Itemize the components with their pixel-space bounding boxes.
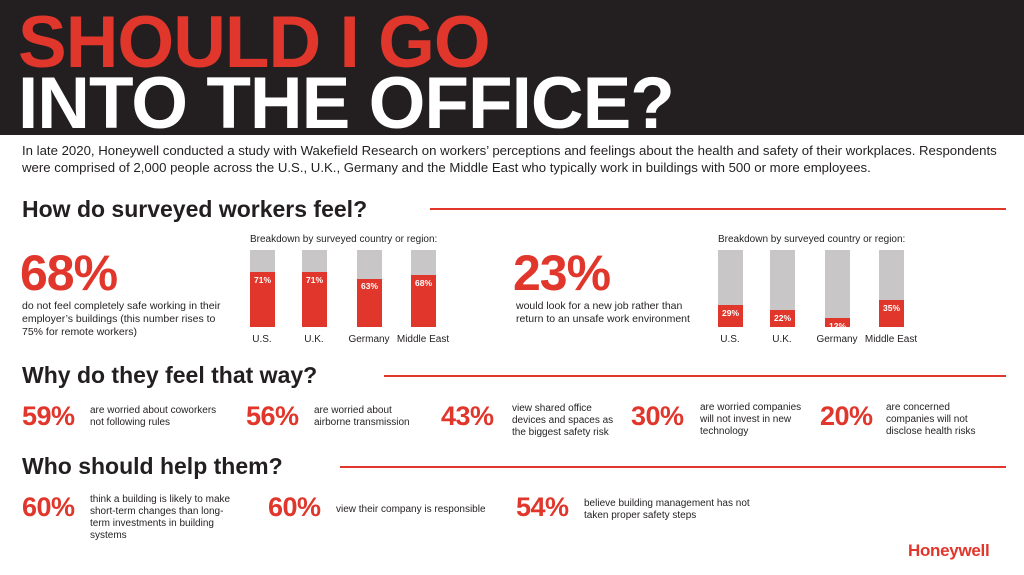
- stat-description: view shared office devices and spaces as…: [512, 403, 614, 438]
- bar-category-label: Germany: [816, 334, 858, 345]
- bar-0-0: 71%: [250, 250, 275, 327]
- bar-0-2: 63%: [357, 250, 382, 327]
- bar-value-label: 68%: [414, 277, 432, 288]
- title-line-2: INTO THE OFFICE?: [18, 63, 675, 135]
- bar-fill: [250, 272, 275, 327]
- bar-0-1: 71%: [302, 250, 327, 327]
- stat-23-description: would look for a new job rather than ret…: [516, 300, 690, 325]
- bar-1-3: 35%: [879, 250, 904, 327]
- stat-percent: 59%: [22, 401, 75, 431]
- bar-1-0: 29%: [718, 250, 743, 327]
- breakdown-label-right: Breakdown by surveyed country or region:: [718, 234, 906, 245]
- bar-value-label: 71%: [305, 275, 323, 286]
- bar-category-label: U.S.: [252, 334, 272, 345]
- stat-percent: 60%: [268, 492, 321, 522]
- section-divider: [384, 375, 1006, 377]
- stat-description: view their company is responsible: [336, 504, 486, 515]
- stat-percent: 43%: [441, 401, 494, 431]
- stat-percent: 54%: [516, 492, 569, 522]
- stat-description: are worried about airborne transmission: [314, 405, 410, 428]
- bar-category-label: Middle East: [864, 334, 918, 345]
- stat-description: are worried about coworkers not followin…: [90, 405, 217, 428]
- bar-1-1: 22%: [770, 250, 795, 327]
- stat-23-percent: 23%: [513, 245, 611, 301]
- bar-category-label: U.S.: [720, 334, 740, 345]
- bar-fill: [879, 300, 904, 327]
- stat-68-percent: 68%: [20, 245, 118, 301]
- bar-fill: [411, 274, 436, 327]
- stat-description: are concerned companies will not disclos…: [886, 402, 976, 437]
- section-title-why: Why do they feel that way?: [22, 362, 318, 388]
- bar-category-label: U.K.: [304, 334, 324, 345]
- stat-percent: 30%: [631, 401, 684, 431]
- bar-value-label: 29%: [721, 307, 739, 318]
- breakdown-label-left: Breakdown by surveyed country or region:: [250, 234, 438, 245]
- bar-0-3: 68%: [411, 250, 436, 327]
- stat-description: are worried companies will not invest in…: [700, 402, 802, 437]
- section-divider: [340, 466, 1006, 468]
- bar-category-label: Middle East: [396, 334, 450, 345]
- section-divider: [430, 208, 1006, 210]
- bar-fill: [770, 310, 795, 327]
- stat-percent: 56%: [246, 401, 299, 431]
- bar-1-2: 12%: [825, 250, 850, 327]
- intro-paragraph: In late 2020, Honeywell conducted a stud…: [22, 143, 997, 175]
- header-banner: SHOULD I GO INTO THE OFFICE?: [0, 0, 1024, 135]
- bar-value-label: 35%: [882, 303, 900, 314]
- stat-percent: 20%: [820, 401, 873, 431]
- bar-value-label: 63%: [360, 281, 378, 292]
- stat-description: believe building management has not take…: [584, 498, 750, 521]
- bar-fill: [302, 272, 327, 327]
- stat-description: think a building is likely to make short…: [90, 494, 231, 541]
- section-title-who: Who should help them?: [22, 453, 283, 479]
- stat-68-description: do not feel completely safe working in t…: [22, 300, 221, 338]
- honeywell-logo: Honeywell: [908, 541, 990, 560]
- bar-fill: [718, 304, 743, 327]
- bar-fill: [357, 278, 382, 327]
- section-title-feel: How do surveyed workers feel?: [22, 196, 368, 222]
- bar-fill: [825, 317, 850, 327]
- bar-value-label: 12%: [828, 320, 846, 327]
- title-line-1: SHOULD I GO: [18, 2, 491, 83]
- bar-category-label: Germany: [348, 334, 390, 345]
- bar-value-label: 71%: [253, 275, 271, 286]
- stat-percent: 60%: [22, 492, 75, 522]
- bar-category-label: U.K.: [772, 334, 792, 345]
- bar-value-label: 22%: [773, 313, 791, 324]
